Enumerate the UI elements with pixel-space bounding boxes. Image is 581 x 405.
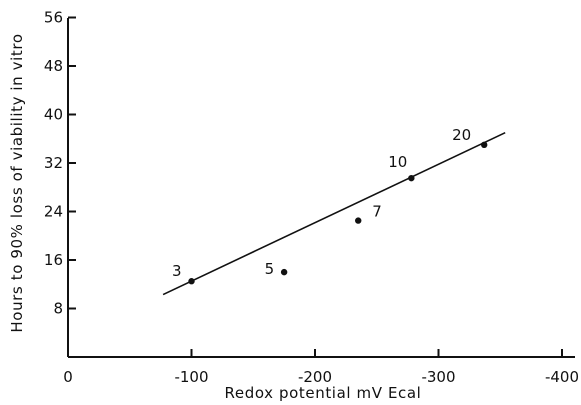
data-point-3: [188, 278, 195, 285]
y-tick-label-16: 16: [44, 251, 63, 269]
fit-line: [162, 131, 506, 296]
y-tick-label-40: 40: [44, 106, 63, 124]
data-point-7: [355, 217, 362, 224]
y-axis-label: Hours to 90% loss of viability in vitro: [8, 33, 26, 332]
point-label-3: 3: [172, 262, 182, 280]
axes: [67, 18, 575, 358]
data-points: 3 5 7 10 20: [172, 126, 488, 285]
fit-line-group: [162, 131, 506, 296]
data-point-10: [408, 174, 415, 182]
y-tick-label-24: 24: [44, 203, 63, 221]
data-point-20: [480, 141, 488, 149]
x-axis-label: Redox potential mV Ecal: [225, 384, 422, 402]
x-tick-label--100: -100: [174, 368, 208, 386]
point-label-7: 7: [372, 203, 382, 221]
data-point-5: [280, 268, 288, 276]
x-tick-label-0: 0: [63, 368, 73, 386]
point-label-20: 20: [452, 126, 471, 144]
y-tick-label-56: 56: [44, 9, 63, 27]
x-tick-label--300: -300: [421, 368, 455, 386]
y-tick-label-8: 8: [53, 300, 63, 318]
x-tick-label--200: -200: [298, 368, 332, 386]
y-tick-label-48: 48: [44, 57, 63, 75]
point-label-5: 5: [265, 260, 275, 278]
x-tick-label--400: -400: [545, 368, 579, 386]
point-label-10: 10: [388, 153, 407, 171]
x-ticks: 0 -100 -200 -300 -400: [63, 349, 579, 386]
y-ticks: 8 16 24 32 40 48 56: [44, 9, 76, 318]
y-tick-label-32: 32: [44, 154, 63, 172]
